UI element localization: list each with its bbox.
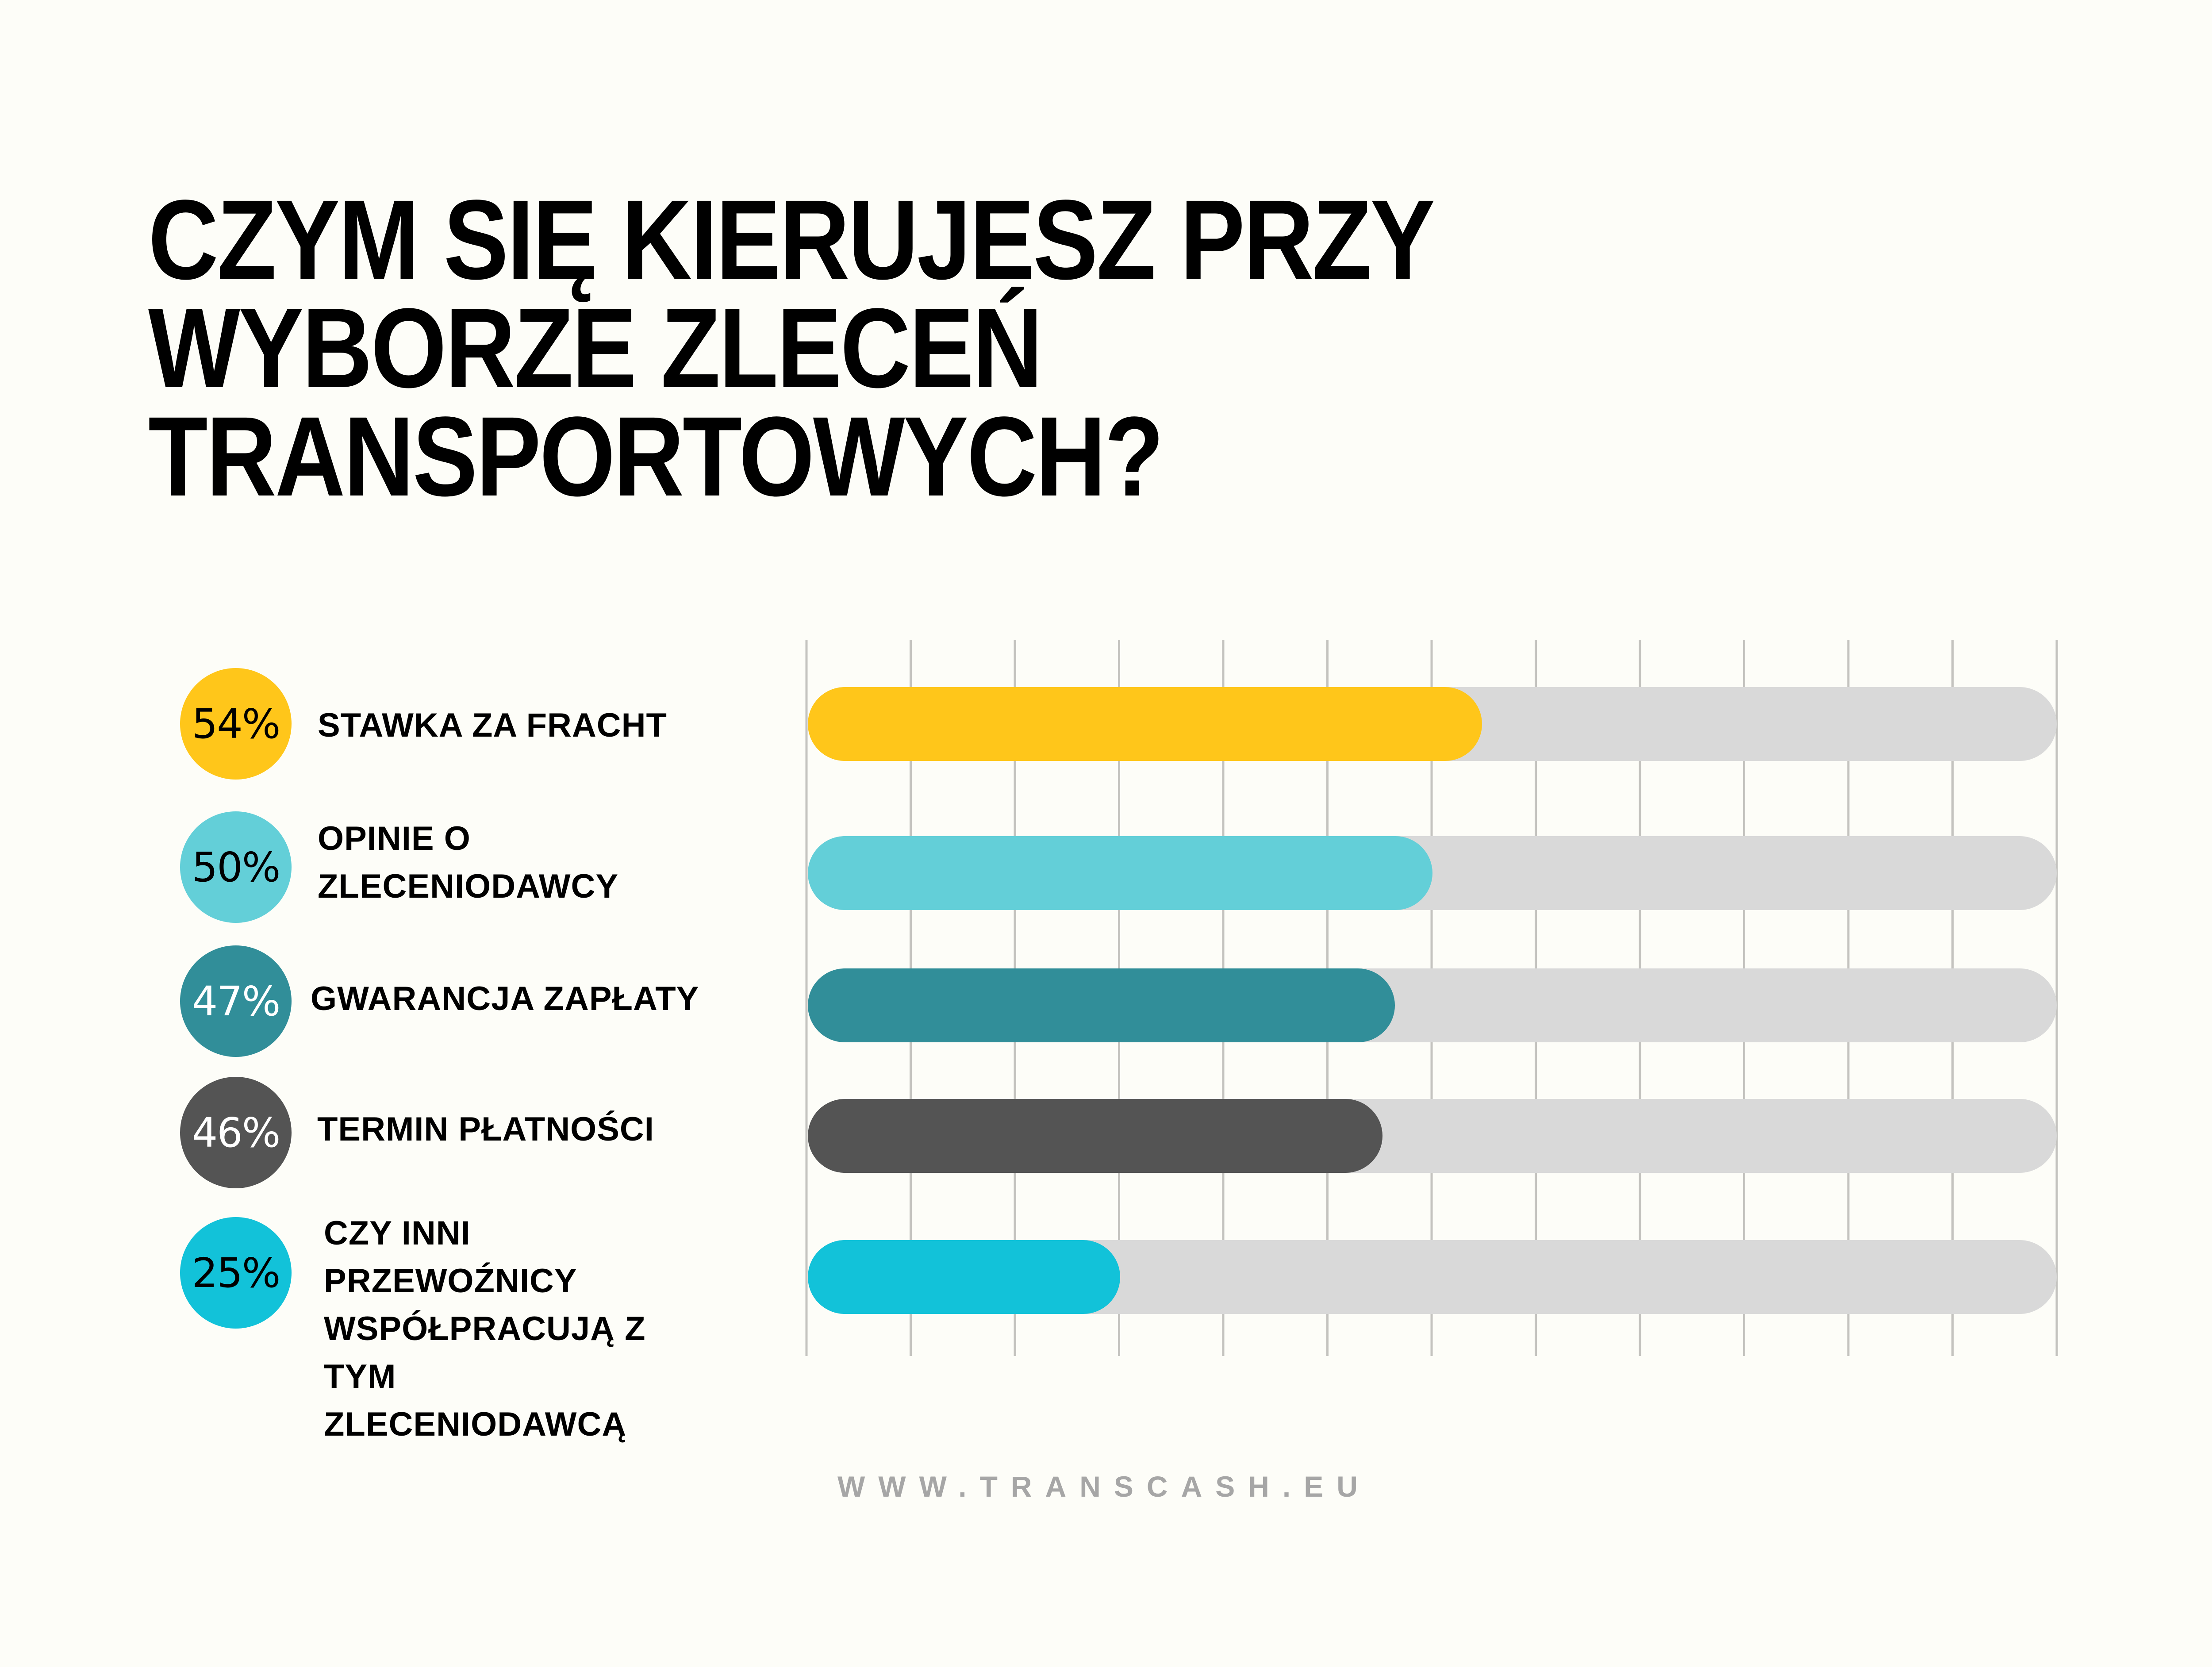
- bar-track: [808, 687, 2057, 761]
- value-label: 46%: [192, 1109, 280, 1156]
- value-label: 47%: [192, 977, 280, 1025]
- value-badge: 46%: [180, 1077, 292, 1188]
- category-label: STAWKA ZA FRACHT: [318, 707, 667, 744]
- footer-url: WWW.TRANSCASH.EU: [837, 1470, 1371, 1503]
- category-label: TERMIN PŁATNOŚCI: [317, 1110, 654, 1148]
- value-label: 25%: [192, 1249, 280, 1297]
- value-badge: 47%: [180, 945, 292, 1057]
- bar: [808, 1240, 1120, 1314]
- value-label: 54%: [192, 700, 280, 748]
- category-label: GWARANCJA ZAPŁATY: [311, 980, 699, 1018]
- category-label: CZY INNI PRZEWOŹNICY WSPÓŁPRACUJĄ Z TYM …: [324, 1214, 646, 1443]
- bar-track: [808, 1240, 2057, 1314]
- bar: [808, 836, 1432, 910]
- bar: [808, 687, 1482, 761]
- category-label: OPINIE O ZLECENIODAWCY: [318, 820, 619, 905]
- bar-track: [808, 1099, 2057, 1173]
- bar-track: [808, 968, 2057, 1042]
- page-title: CZYM SIĘ KIERUJESZ PRZY WYBORZE ZLECEŃ T…: [148, 177, 1435, 520]
- value-badge: 25%: [180, 1217, 292, 1329]
- title-line-1: CZYM SIĘ KIERUJESZ PRZY: [148, 177, 1435, 303]
- bar: [808, 968, 1395, 1042]
- value-badge: 54%: [180, 668, 292, 780]
- value-badge: 50%: [180, 811, 292, 923]
- title-line-2: WYBORZE ZLECEŃ: [148, 285, 1043, 411]
- bar-track: [808, 836, 2057, 910]
- value-label: 50%: [192, 843, 280, 891]
- title-line-3: TRANSPORTOWYCH?: [148, 393, 1164, 520]
- bar: [808, 1099, 1382, 1173]
